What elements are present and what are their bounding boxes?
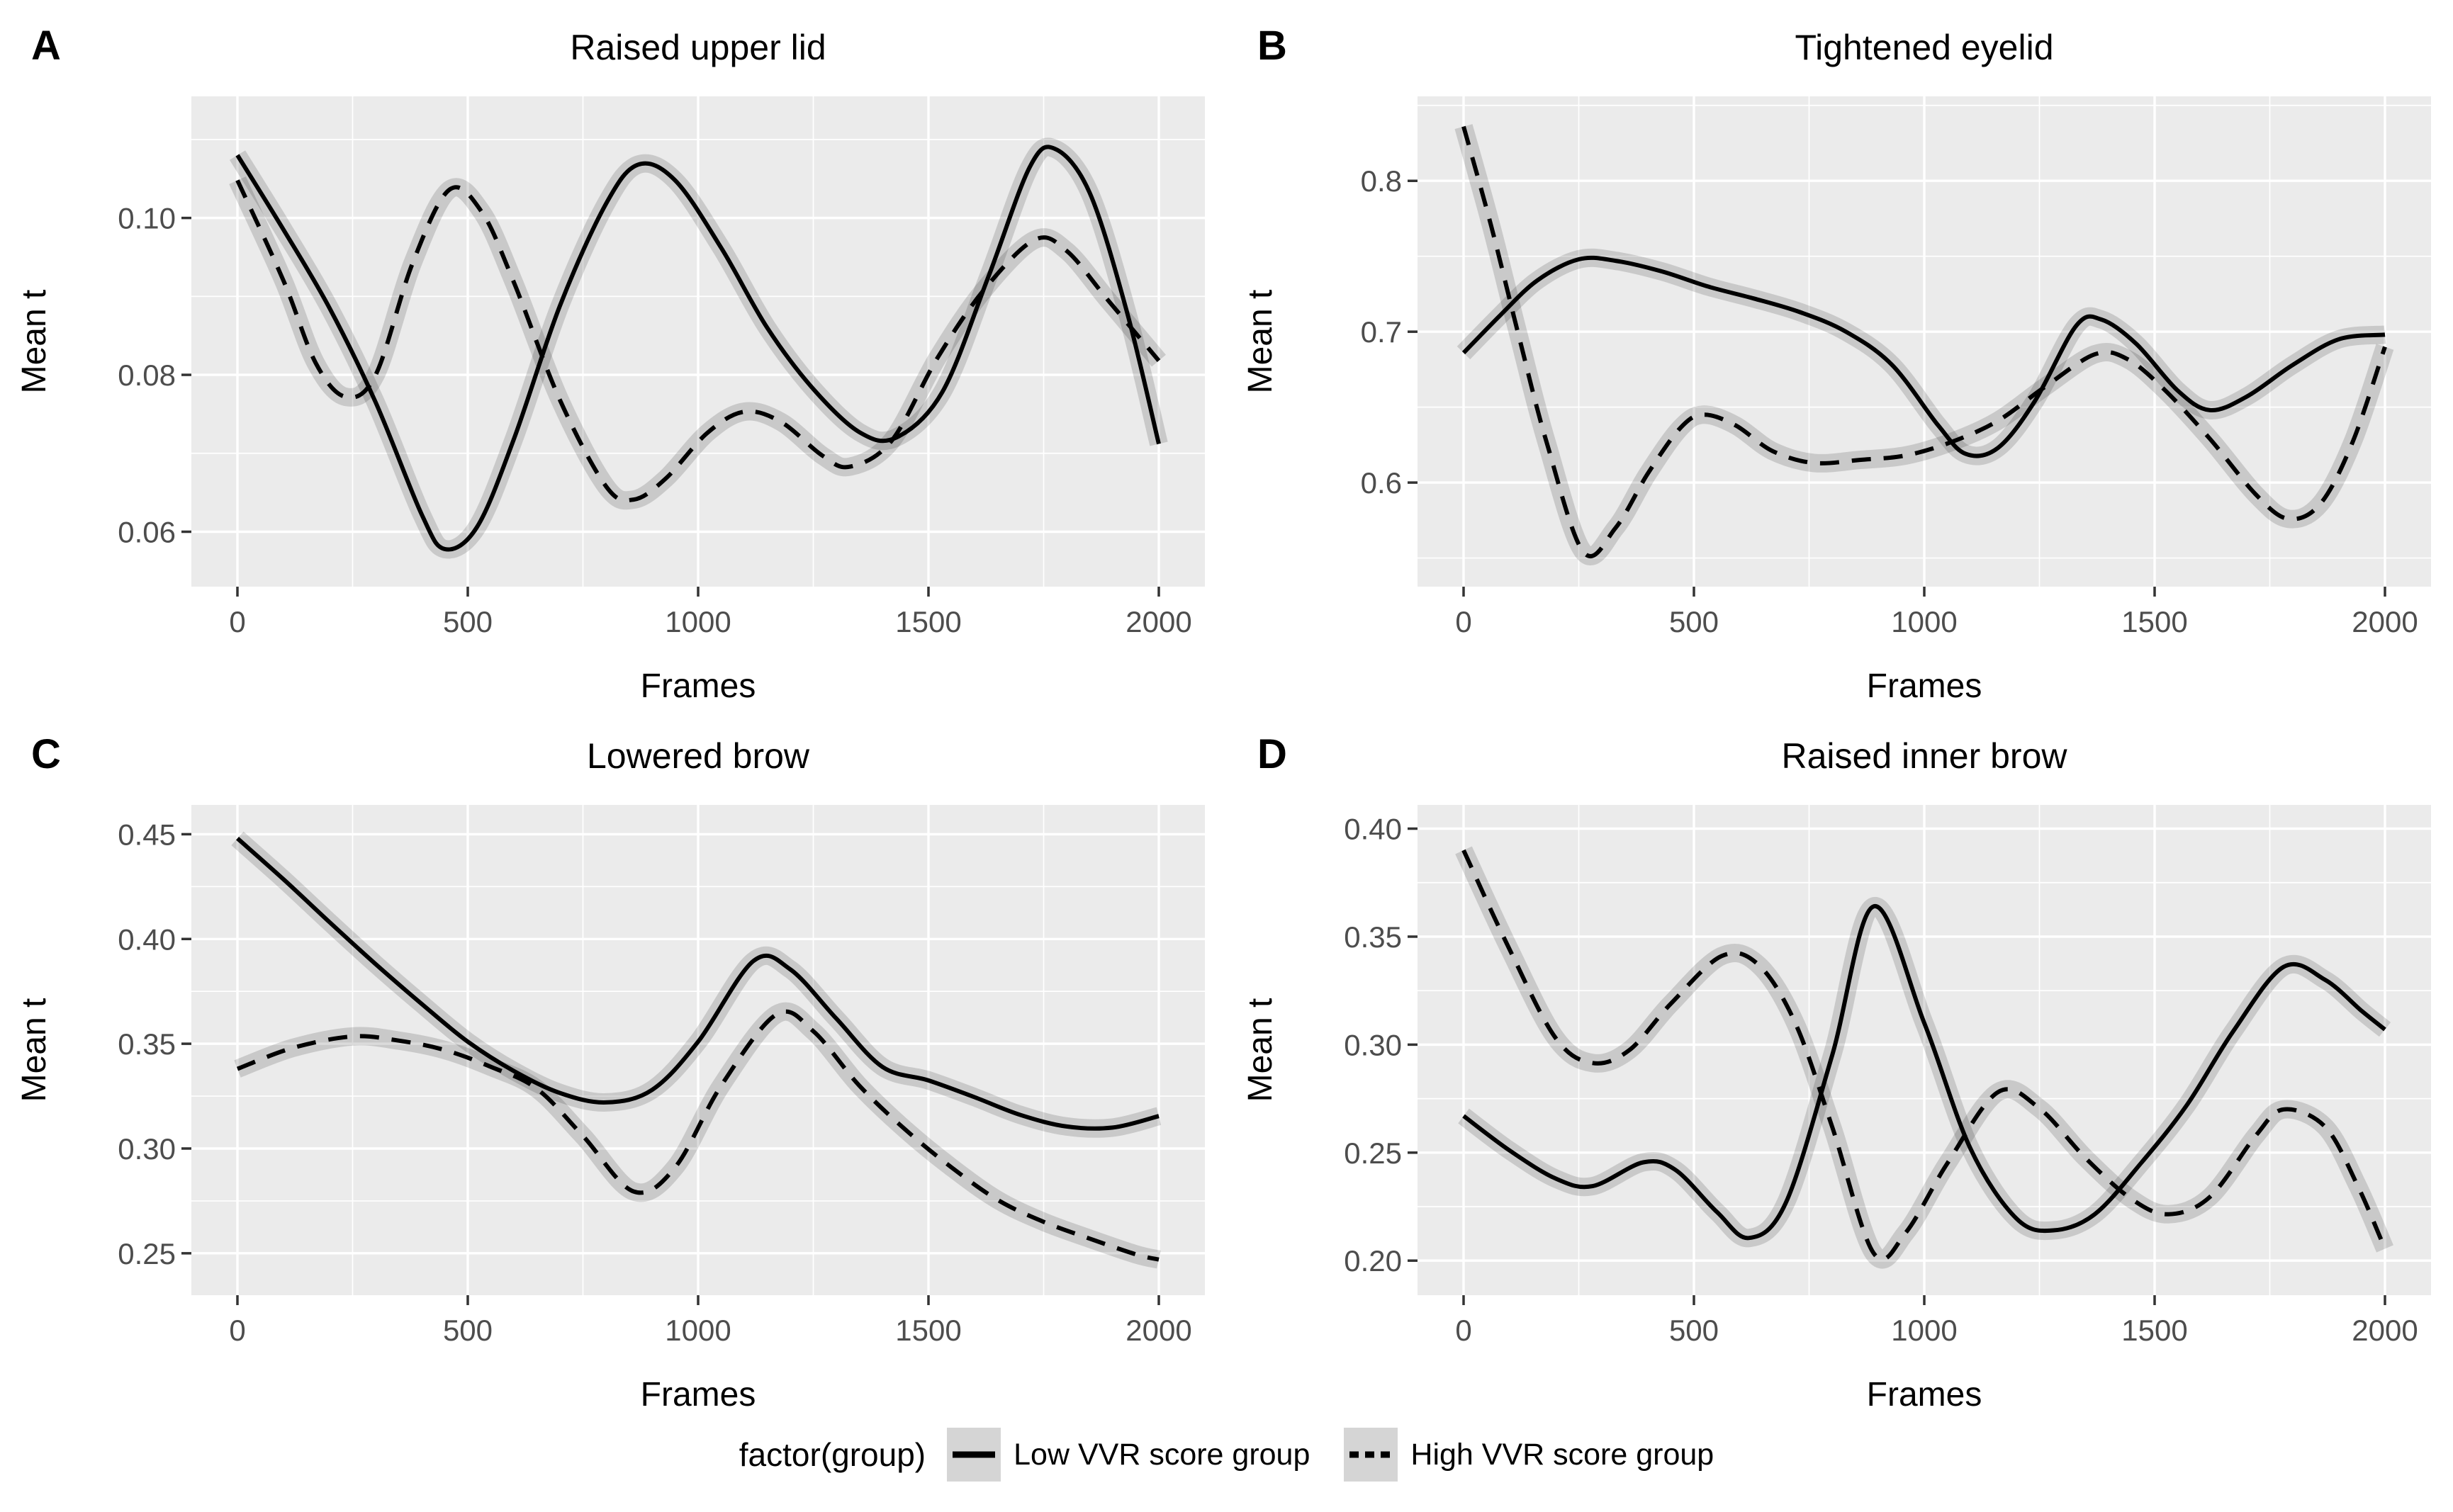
panel-a: A Raised upper lid 0 500 1000 1500 2000 0.06 0… [0, 0, 1226, 709]
x-tick-label: 0 [1455, 605, 1471, 638]
x-tick-label: 1500 [2121, 605, 2187, 638]
legend-label-low: Low VVR score group [1014, 1437, 1310, 1472]
y-tick-label: 0.30 [1344, 1028, 1402, 1061]
legend: factor(group) Low VVR score group High V… [0, 1417, 2453, 1512]
y-tick-label: 0.40 [118, 923, 176, 956]
y-tick-label: 0.35 [118, 1027, 176, 1061]
series-line-dashed [236, 1009, 1160, 1262]
panel-a-title: Raised upper lid [570, 28, 826, 67]
y-tick-label: 0.08 [118, 359, 176, 392]
x-tick-label: 500 [443, 1314, 493, 1347]
x-tick-label: 2000 [2352, 605, 2418, 638]
x-tick-label: 0 [229, 605, 245, 638]
x-tick-label: 0 [1455, 1314, 1471, 1347]
legend-key-dashed-line-icon [1344, 1428, 1398, 1482]
panel-a-tag: A [31, 23, 61, 69]
y-tick-label: 0.25 [1344, 1136, 1402, 1170]
y-tick-label: 0.35 [1344, 920, 1402, 954]
solid-line-glyph-icon [953, 1451, 996, 1458]
x-tick-label: 1500 [2121, 1314, 2187, 1347]
panel-b-plot: 0 500 1000 1500 2000 0.6 0.7 0.8 Frames Mean t [1242, 96, 2431, 705]
series-line-solid [236, 837, 1160, 1131]
panel-b-tag: B [1257, 23, 1287, 69]
x-tick-label: 1000 [665, 1314, 731, 1347]
y-tick-label: 0.25 [118, 1237, 176, 1270]
y-tick-label: 0.10 [118, 202, 176, 235]
x-tick-label: 2000 [1126, 605, 1191, 638]
series-line-solid [235, 145, 1161, 552]
series-line-solid [1462, 904, 2386, 1241]
y-tick-label: 0.8 [1361, 164, 1402, 198]
y-axis-title: Mean t [16, 998, 53, 1102]
panel-d-title: Raised inner brow [1781, 736, 2067, 776]
series-group [229, 137, 1168, 559]
series-group [1455, 846, 2393, 1269]
y-axis-title: Mean t [1242, 290, 1279, 394]
x-axis-title: Frames [1867, 1376, 1982, 1414]
panel-d: D Raised inner brow 0 500 1000 1500 2000 0.20… [1226, 709, 2453, 1417]
x-tick-label: 1000 [1891, 1314, 1957, 1347]
panel-b-title: Tightened eyelid [1795, 28, 2054, 67]
x-tick-label: 2000 [2352, 1314, 2418, 1347]
y-tick-label: 0.06 [118, 515, 176, 548]
confidence-ribbon-dashed [1455, 846, 2393, 1269]
y-tick-label: 0.30 [118, 1132, 176, 1166]
panel-a-plot: 0 500 1000 1500 2000 0.06 0.08 0.10 Frames Mean t [16, 96, 1205, 705]
x-tick-label: 500 [1669, 1314, 1719, 1347]
panel-d-plot: 0 500 1000 1500 2000 0.20 0.25 0.30 0.35 0.40 Fram… [1242, 805, 2431, 1414]
panel-c-tag: C [31, 731, 61, 777]
y-tick-label: 0.40 [1344, 813, 1402, 846]
legend-title: factor(group) [739, 1436, 926, 1473]
x-tick-label: 500 [1669, 605, 1719, 638]
dashed-line-glyph-icon [1349, 1451, 1393, 1458]
x-tick-label: 500 [443, 605, 493, 638]
panel-c: C Lowered brow 0 500 1000 1500 2000 0.25 0.30 0… [0, 709, 1226, 1417]
legend-label-high: High VVR score group [1410, 1437, 1714, 1472]
y-tick-label: 0.6 [1361, 466, 1402, 500]
y-tick-label: 0.20 [1344, 1244, 1402, 1277]
series-group [231, 831, 1162, 1269]
x-tick-label: 2000 [1126, 1314, 1191, 1347]
x-tick-label: 0 [229, 1314, 245, 1347]
x-axis-title: Frames [641, 1376, 756, 1414]
x-tick-label: 1500 [895, 1314, 961, 1347]
y-tick-label: 0.7 [1361, 315, 1402, 349]
x-tick-label: 1500 [895, 605, 961, 638]
panel-c-plot: 0 500 1000 1500 2000 0.25 0.30 0.35 0.40 0.45 Fram… [16, 805, 1205, 1414]
panel-c-title: Lowered brow [586, 736, 810, 776]
y-tick-label: 0.45 [118, 818, 176, 851]
panel-d-tag: D [1257, 731, 1287, 777]
series-line-dashed [235, 179, 1161, 503]
y-axis-title: Mean t [1242, 998, 1279, 1102]
series-line-dashed [1461, 125, 2387, 558]
series-group [1454, 124, 2394, 565]
panel-b: B Tightened eyelid 0 500 1000 1500 2000 0.6 0.… [1226, 0, 2453, 709]
x-axis-title: Frames [641, 667, 756, 705]
legend-key-solid-line-icon [947, 1428, 1001, 1482]
x-tick-label: 1000 [1891, 605, 1957, 638]
x-tick-label: 1000 [665, 605, 731, 638]
x-axis-title: Frames [1867, 667, 1982, 705]
y-axis-title: Mean t [16, 290, 53, 394]
